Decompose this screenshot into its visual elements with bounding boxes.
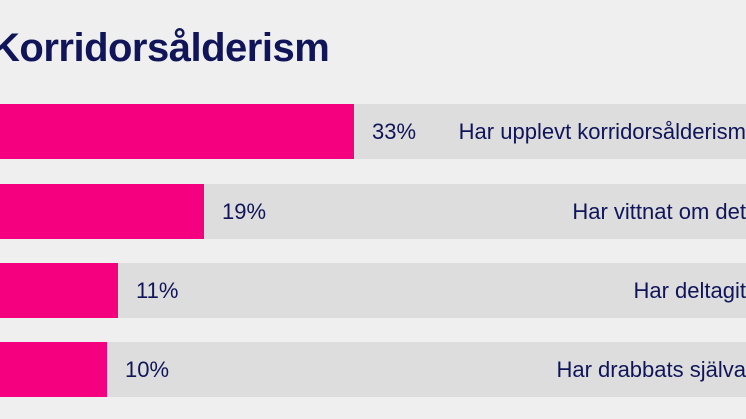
bar-row: 33% Har upplevt korridorsålderism bbox=[0, 104, 746, 159]
bar-value-label: 11% bbox=[136, 278, 179, 303]
bar-value-label: 19% bbox=[222, 199, 267, 224]
bar-track bbox=[0, 263, 746, 318]
bar-category-label: Har drabbats själva bbox=[556, 357, 746, 382]
bar-category-label: Har vittnat om det bbox=[572, 199, 746, 224]
chart-title: Korridorsålderism bbox=[0, 26, 330, 70]
bar-row: 19% Har vittnat om det bbox=[0, 184, 746, 239]
bar bbox=[0, 342, 107, 397]
bar-category-label: Har upplevt korridorsålderism bbox=[458, 119, 746, 144]
bar-category-label: Har deltagit bbox=[633, 278, 746, 303]
bar-value-label: 10% bbox=[125, 357, 170, 382]
bar-value-label: 33% bbox=[372, 119, 417, 144]
bar-row: 10% Har drabbats själva bbox=[0, 342, 746, 397]
bar bbox=[0, 104, 354, 159]
bar-track bbox=[0, 342, 746, 397]
bar bbox=[0, 263, 118, 318]
bar-row: 11% Har deltagit bbox=[0, 263, 746, 318]
bar bbox=[0, 184, 204, 239]
